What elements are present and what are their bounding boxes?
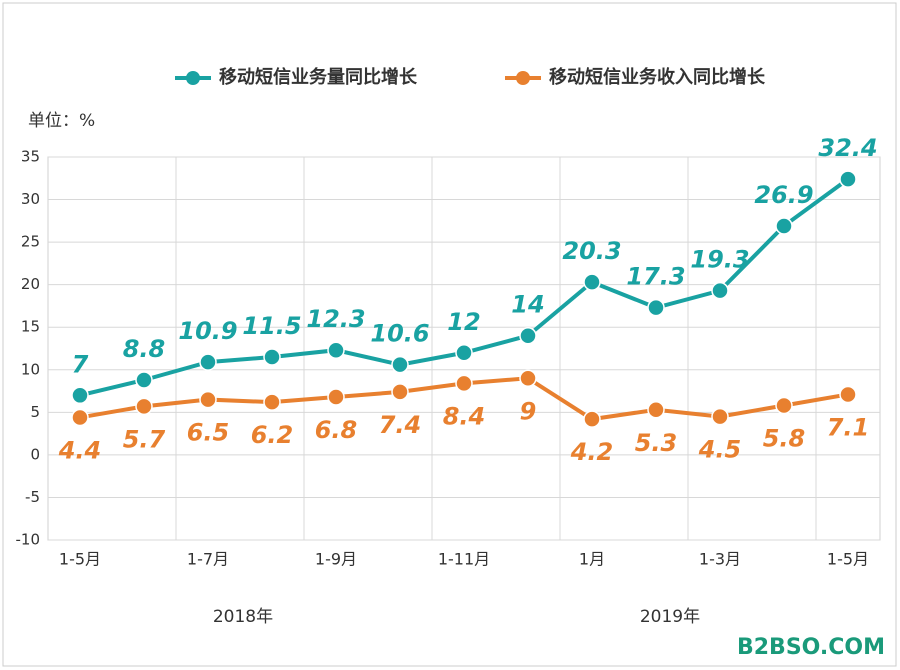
y-tick-label: 10 <box>21 360 40 378</box>
data-label: 17.3 <box>626 263 685 291</box>
x-tick-label: 1-5月 <box>59 550 101 569</box>
data-label: 5.3 <box>635 429 678 457</box>
data-point <box>647 298 665 317</box>
data-point <box>71 386 89 405</box>
x-tick-label: 1-5月 <box>827 550 869 569</box>
data-point <box>327 388 345 406</box>
data-label: 7 <box>72 350 89 378</box>
data-label: 14 <box>511 291 544 319</box>
y-tick-label: 0 <box>30 445 40 463</box>
y-tick-label: 30 <box>21 190 40 208</box>
y-tick-label: 15 <box>21 318 40 336</box>
data-label: 10.9 <box>178 317 237 345</box>
x-tick-label: 1月 <box>579 550 605 569</box>
x-tick-label: 1-3月 <box>699 550 741 569</box>
data-point <box>199 390 217 409</box>
y-tick-label: 35 <box>21 148 40 166</box>
legend-marker <box>516 71 530 85</box>
data-point <box>455 374 473 393</box>
data-label: 4.2 <box>570 438 614 466</box>
x-tick-label: 1-9月 <box>315 550 357 569</box>
data-label: 8.8 <box>123 335 166 363</box>
year-label: 2018年 <box>213 607 273 627</box>
data-point <box>263 393 281 411</box>
data-point <box>519 326 537 345</box>
data-point <box>455 344 473 362</box>
data-label: 19.3 <box>690 246 749 274</box>
data-point <box>391 383 409 401</box>
x-tick-label: 1-11月 <box>438 550 490 569</box>
data-point <box>327 341 345 359</box>
y-tick-label: -5 <box>25 488 40 506</box>
data-label: 20.3 <box>562 237 621 265</box>
legend-label: 移动短信业务收入同比增长 <box>549 66 766 88</box>
data-point <box>583 273 601 291</box>
data-label: 6.2 <box>251 421 294 449</box>
y-tick-label: 20 <box>21 275 40 293</box>
data-label: 9 <box>520 397 537 425</box>
data-label: 32.4 <box>818 134 877 162</box>
data-point <box>583 410 601 428</box>
data-label: 7.1 <box>827 413 870 441</box>
data-label: 12.3 <box>306 305 365 333</box>
data-point <box>775 217 793 235</box>
data-label: 12 <box>447 308 480 336</box>
data-label: 6.8 <box>315 416 358 444</box>
data-point <box>391 355 409 374</box>
y-tick-label: 5 <box>30 403 40 421</box>
data-label: 5.8 <box>763 425 806 453</box>
year-label: 2019年 <box>640 607 700 627</box>
data-label: 5.7 <box>123 425 166 453</box>
legend-label: 移动短信业务量同比增长 <box>219 66 418 88</box>
data-label: 4.5 <box>698 436 742 464</box>
watermark: B2BSO.COM <box>737 635 885 660</box>
y-tick-label: 25 <box>21 233 40 251</box>
data-point <box>839 170 857 188</box>
data-label: 4.4 <box>58 436 102 464</box>
data-point <box>775 396 793 415</box>
data-point <box>263 348 281 366</box>
legend-marker <box>186 71 200 85</box>
data-label: 6.5 <box>187 419 230 447</box>
data-point <box>711 407 729 426</box>
y-tick-label: -10 <box>16 531 41 549</box>
data-point <box>839 385 857 404</box>
data-label: 11.5 <box>242 312 301 340</box>
unit-label: 单位：% <box>28 111 95 131</box>
data-label: 26.9 <box>754 181 813 209</box>
data-point <box>135 371 153 389</box>
data-point <box>135 397 153 416</box>
data-point <box>711 281 729 300</box>
data-point <box>519 369 537 388</box>
data-label: 7.4 <box>379 411 422 439</box>
data-label: 8.4 <box>443 402 486 430</box>
data-label: 10.6 <box>370 320 429 348</box>
data-point <box>199 353 217 371</box>
data-point <box>647 401 665 419</box>
data-point <box>71 408 89 427</box>
x-tick-label: 1-7月 <box>187 550 229 569</box>
